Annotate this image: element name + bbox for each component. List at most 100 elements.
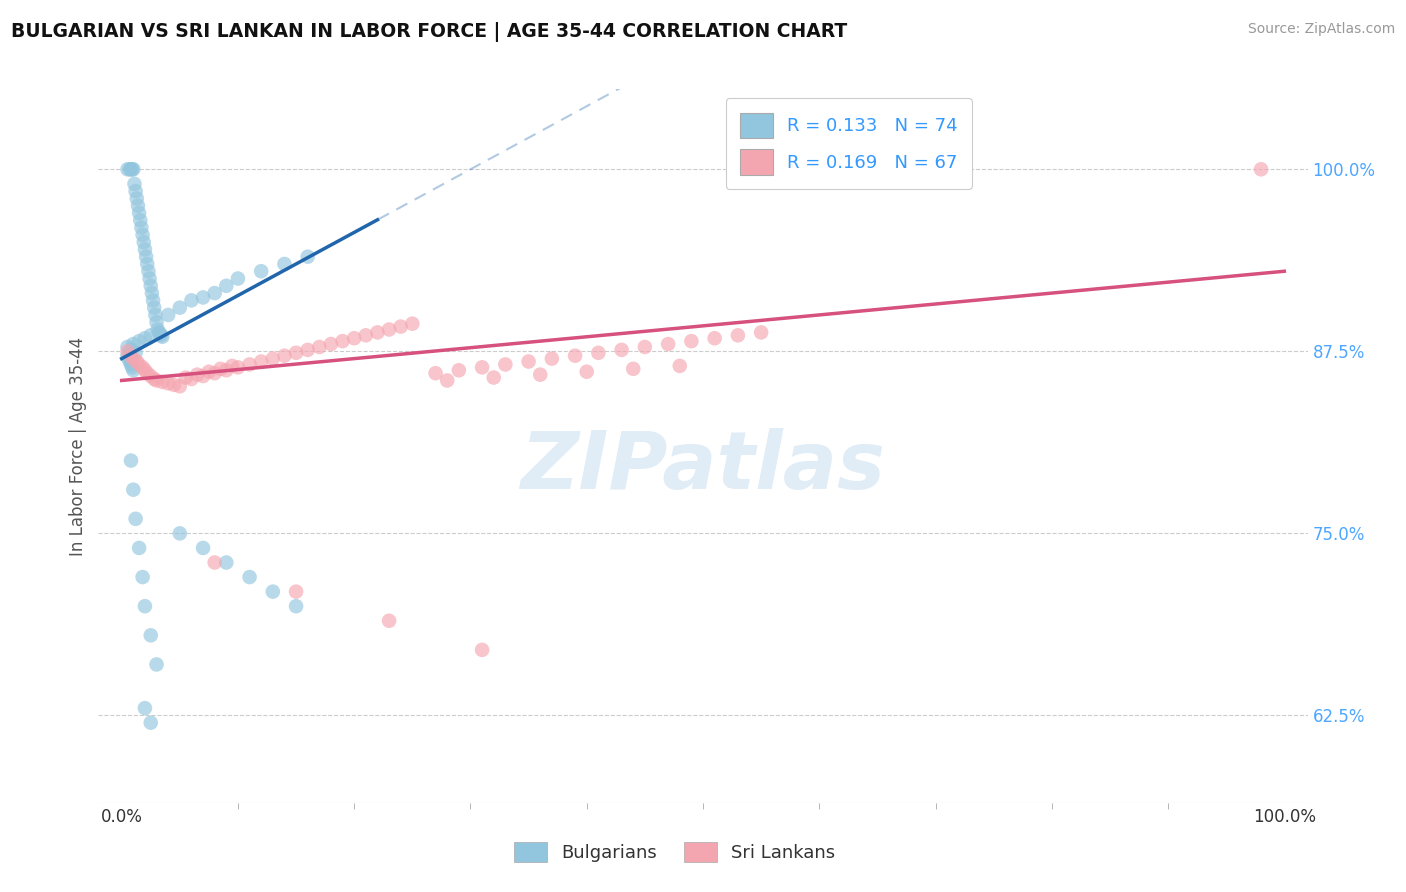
Point: [146, 322, 169, 336]
Point: [540, 351, 562, 366]
Point: [120, 453, 142, 467]
Point: [150, 375, 173, 389]
Point: [139, 715, 162, 730]
Y-axis label: In Labor Force | Age 35-44: In Labor Force | Age 35-44: [69, 336, 87, 556]
Point: [575, 365, 598, 379]
Point: [681, 334, 703, 348]
Point: [215, 278, 238, 293]
Point: [117, 344, 139, 359]
Point: [297, 343, 319, 357]
Point: [343, 331, 366, 345]
Point: [120, 162, 142, 177]
Point: [138, 271, 160, 285]
Point: [204, 286, 226, 301]
Text: BULGARIAN VS SRI LANKAN IN LABOR FORCE | AGE 35-44 CORRELATION CHART: BULGARIAN VS SRI LANKAN IN LABOR FORCE |…: [11, 22, 848, 42]
Point: [703, 331, 725, 345]
Point: [128, 358, 150, 372]
Point: [128, 206, 150, 220]
Point: [124, 346, 146, 360]
Point: [186, 368, 208, 382]
Point: [122, 351, 145, 366]
Point: [163, 377, 186, 392]
Point: [117, 349, 139, 363]
Point: [209, 361, 232, 376]
Point: [169, 301, 191, 315]
Point: [124, 177, 146, 191]
Point: [180, 293, 202, 308]
Point: [1250, 162, 1272, 177]
Point: [120, 349, 142, 363]
Point: [191, 541, 214, 555]
Point: [120, 358, 142, 372]
Point: [139, 278, 162, 293]
Point: [132, 235, 155, 249]
Point: [117, 340, 139, 354]
Point: [122, 363, 145, 377]
Point: [131, 360, 153, 375]
Point: [239, 358, 262, 372]
Point: [204, 556, 226, 570]
Point: [425, 366, 447, 380]
Point: [285, 584, 308, 599]
Point: [117, 162, 139, 177]
Point: [215, 363, 238, 377]
Point: [124, 184, 146, 198]
Point: [494, 358, 516, 372]
Point: [136, 257, 159, 271]
Point: [273, 257, 295, 271]
Point: [447, 363, 470, 377]
Point: [149, 326, 172, 341]
Point: [378, 614, 401, 628]
Point: [145, 657, 167, 672]
Point: [135, 250, 157, 264]
Point: [118, 162, 141, 177]
Point: [128, 334, 150, 348]
Point: [401, 317, 423, 331]
Point: [145, 374, 167, 388]
Point: [125, 354, 148, 368]
Point: [621, 361, 644, 376]
Point: [221, 359, 243, 373]
Point: [131, 227, 153, 242]
Point: [127, 199, 149, 213]
Point: [145, 308, 167, 322]
Point: [588, 346, 610, 360]
Point: [308, 340, 330, 354]
Point: [125, 191, 148, 205]
Point: [128, 541, 150, 555]
Point: [262, 351, 284, 366]
Point: [191, 369, 214, 384]
Point: [389, 319, 412, 334]
Point: [297, 250, 319, 264]
Point: [191, 290, 214, 304]
Point: [143, 372, 166, 386]
Point: [215, 556, 238, 570]
Point: [129, 213, 152, 227]
Point: [120, 343, 142, 357]
Point: [139, 328, 162, 343]
Point: [138, 264, 160, 278]
Point: [121, 162, 143, 177]
Point: [118, 354, 141, 368]
Point: [262, 584, 284, 599]
Point: [285, 599, 308, 614]
Point: [226, 271, 249, 285]
Point: [634, 340, 657, 354]
Text: ZIPatlas: ZIPatlas: [520, 428, 886, 507]
Point: [727, 328, 749, 343]
Point: [141, 286, 163, 301]
Point: [118, 351, 141, 366]
Point: [564, 349, 586, 363]
Point: [122, 483, 145, 497]
Legend: Bulgarians, Sri Lankans: Bulgarians, Sri Lankans: [508, 834, 842, 870]
Point: [378, 322, 401, 336]
Point: [134, 243, 156, 257]
Point: [319, 337, 342, 351]
Point: [471, 360, 494, 375]
Point: [148, 326, 170, 340]
Point: [273, 349, 295, 363]
Point: [134, 599, 156, 614]
Point: [150, 330, 173, 344]
Point: [174, 370, 197, 384]
Point: [610, 343, 633, 357]
